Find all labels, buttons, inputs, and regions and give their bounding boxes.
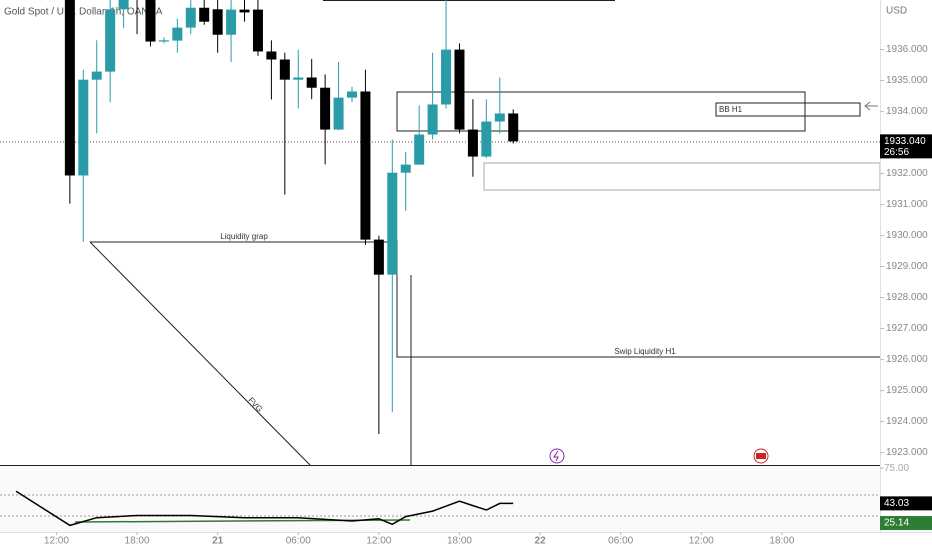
- candle-body: [105, 9, 116, 72]
- y-tick-label: 1927.000: [886, 323, 928, 334]
- candle-body: [320, 87, 331, 130]
- candle-body: [172, 27, 183, 41]
- x-tick-label: 22: [535, 536, 547, 547]
- candle-body: [400, 164, 411, 173]
- x-tick-label: 18:00: [769, 536, 794, 547]
- x-tick-label: 06:00: [286, 536, 311, 547]
- indicator-line: [15, 490, 514, 527]
- y-tick-label: 1932.000: [886, 168, 928, 179]
- y-tick-label: 1926.000: [886, 354, 928, 365]
- candle-body: [427, 104, 438, 135]
- candle-body: [199, 7, 210, 22]
- candle-body: [78, 79, 89, 176]
- y-tick-label: 1930.000: [886, 230, 928, 241]
- y-tick-label: 1935.000: [886, 75, 928, 86]
- candle-body: [481, 121, 492, 157]
- candle-body: [64, 0, 75, 176]
- candle-body: [185, 7, 196, 28]
- indicator-label: 75.00: [884, 463, 909, 474]
- arrow: [864, 101, 878, 111]
- flag-glyph: [756, 453, 766, 459]
- candle-body: [373, 239, 384, 275]
- candle-body: [252, 9, 263, 52]
- x-tick-label: 18:00: [447, 536, 472, 547]
- candle-body: [441, 49, 452, 105]
- candle-body: [118, 0, 129, 10]
- indicator-label-box: [880, 496, 932, 511]
- y-tick-label: 1936.000: [886, 44, 928, 55]
- candle-body: [494, 113, 505, 122]
- order-block: [396, 91, 806, 132]
- annotation: Liquidity grap: [220, 232, 268, 241]
- candle-body: [158, 40, 169, 42]
- drawings: Liquidity grap FVG Swip Liquidity H1 BB …: [0, 0, 881, 466]
- currency-label: USD: [886, 6, 907, 17]
- drawing-line: [396, 240, 880, 358]
- candle-body: [508, 113, 519, 142]
- candle-body: [279, 59, 290, 80]
- candle-body: [306, 77, 317, 88]
- candle-body: [347, 91, 357, 98]
- candle-body: [360, 91, 371, 240]
- candles: [64, 0, 519, 434]
- candle-body: [387, 172, 398, 275]
- annotation: BB H1: [719, 105, 743, 114]
- candle-body: [467, 129, 478, 157]
- candle-body: [293, 77, 304, 80]
- x-tick-label: 21: [212, 536, 224, 547]
- candle-body: [454, 49, 465, 130]
- last-price-label: 1933.040: [884, 136, 926, 147]
- annotation: Swip Liquidity H1: [614, 347, 676, 356]
- y-tick-label: 1934.000: [886, 106, 928, 117]
- x-tick-label: 18:00: [125, 536, 150, 547]
- candle-body: [414, 134, 425, 165]
- x-tick-label: 12:00: [44, 536, 69, 547]
- x-tick-label: 06:00: [608, 536, 633, 547]
- candle-body: [239, 9, 250, 13]
- x-tick-label: 12:00: [689, 536, 714, 547]
- candle-body: [212, 9, 223, 35]
- y-tick-label: 1929.000: [886, 261, 928, 272]
- y-tick-label: 1931.000: [886, 199, 928, 210]
- indicator-label: 25.14: [884, 518, 909, 529]
- event-icon[interactable]: [549, 448, 565, 464]
- y-tick-label: 1923.000: [886, 447, 928, 458]
- candle-body: [226, 9, 237, 35]
- x-tick-label: 12:00: [366, 536, 391, 547]
- chart-title: Gold Spot / U.S. Dollar, 1h, OANDA: [4, 7, 163, 18]
- event-icon-glyph: [553, 450, 559, 462]
- candle-body: [333, 97, 344, 130]
- y-tick-label: 1928.000: [886, 292, 928, 303]
- y-tick-label: 1924.000: [886, 416, 928, 427]
- last-price-box: [880, 134, 932, 159]
- candle-body: [266, 51, 277, 60]
- drawing-line: [89, 241, 311, 466]
- y-tick-label: 1925.000: [886, 385, 928, 396]
- indicator-label: 43.03: [884, 498, 909, 509]
- candle-body: [145, 0, 156, 42]
- label-box: [715, 102, 861, 117]
- candle-body: [91, 71, 102, 80]
- indicator-label-box: [880, 516, 932, 531]
- countdown: 26:56: [884, 147, 909, 158]
